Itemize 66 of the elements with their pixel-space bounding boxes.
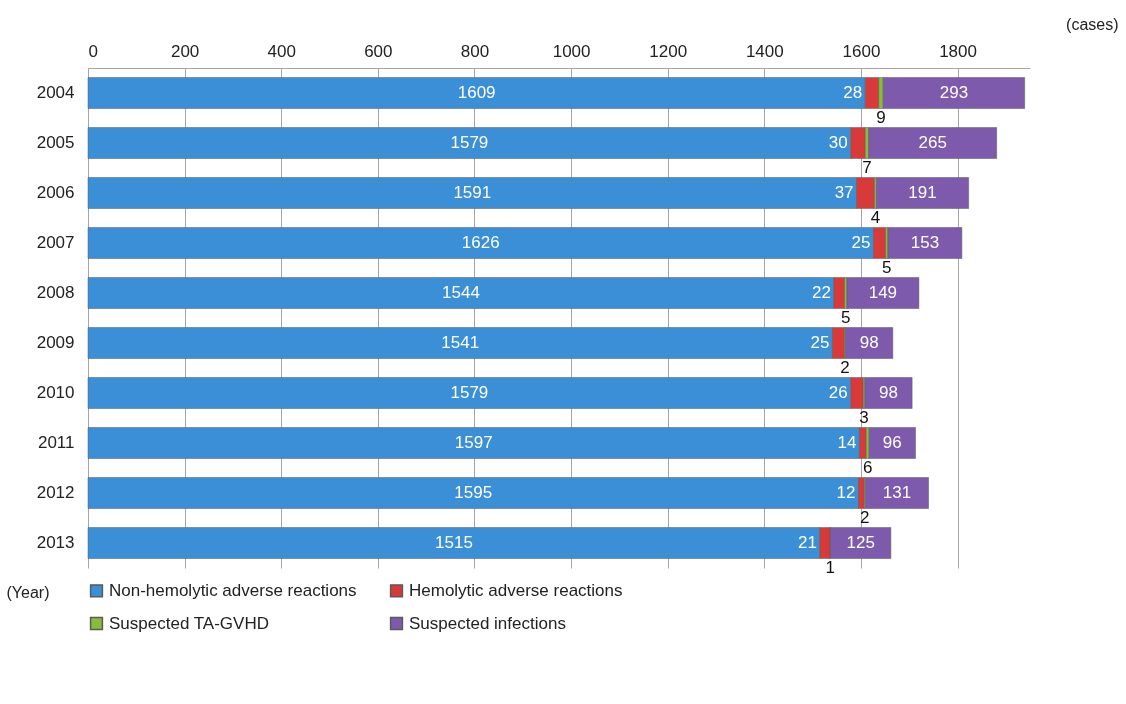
x-tick-label: 600 — [364, 41, 393, 61]
data-label: 153 — [910, 233, 940, 252]
x-tick-label: 200 — [170, 41, 200, 61]
data-label: 1515 — [435, 533, 473, 552]
data-label: 1595 — [454, 483, 493, 502]
legend-label: Suspected infections — [409, 613, 566, 633]
x-tick-label: 1000 — [552, 41, 591, 61]
data-label: 98 — [859, 333, 879, 352]
data-label: 14 — [837, 433, 857, 452]
x-tick-label: 400 — [267, 41, 296, 61]
data-label: 265 — [918, 133, 947, 152]
data-label: 125 — [846, 533, 875, 552]
data-label: 1626 — [461, 233, 500, 252]
x-tick-label: 800 — [460, 41, 490, 61]
y-axis-title: (Year) — [6, 583, 50, 601]
y-tick-label: 2004 — [36, 83, 75, 102]
data-label: 149 — [868, 283, 898, 302]
data-label: 5 — [882, 258, 892, 277]
x-axis-title: (cases) — [1066, 15, 1119, 33]
data-label: 1579 — [450, 133, 489, 152]
data-label: 1591 — [453, 183, 492, 202]
data-label: 7 — [862, 158, 872, 177]
y-tick-label: 2013 — [36, 533, 75, 552]
y-tick-label: 2008 — [36, 283, 75, 302]
data-label: 1597 — [454, 433, 493, 452]
x-tick-label: 0 — [88, 41, 98, 61]
data-label: 9 — [876, 108, 886, 127]
y-tick-label: 2010 — [36, 383, 75, 402]
data-label: 4 — [870, 208, 881, 227]
data-label: 37 — [834, 183, 854, 202]
data-label: 293 — [939, 83, 969, 102]
data-label: 25 — [810, 333, 830, 352]
legend-label: Hemolytic adverse reactions — [409, 580, 623, 600]
y-tick-label: 2005 — [36, 133, 75, 152]
y-tick-label: 2009 — [36, 333, 75, 352]
data-label: 98 — [879, 383, 898, 402]
data-label: 6 — [862, 458, 873, 477]
y-tick-label: 2007 — [36, 233, 75, 252]
y-tick-label: 2006 — [36, 183, 75, 202]
data-label: 21 — [797, 533, 817, 552]
data-label: 5 — [840, 308, 851, 327]
y-tick-label: 2012 — [36, 483, 75, 502]
data-label: 26 — [828, 383, 848, 402]
x-tick-label: 1600 — [842, 41, 881, 61]
x-tick-label: 1400 — [745, 41, 784, 61]
legend-label: Non-hemolytic adverse reactions — [109, 580, 357, 600]
data-label: 22 — [811, 283, 831, 302]
data-label: 2 — [840, 358, 850, 377]
y-tick-label: 2011 — [37, 433, 75, 452]
data-label: 1609 — [457, 83, 496, 102]
data-label: 28 — [843, 83, 863, 102]
legend-label: Suspected TA-GVHD — [109, 613, 269, 633]
data-label: 3 — [859, 408, 869, 427]
data-label: 1 — [825, 558, 835, 577]
data-label: 1544 — [442, 283, 480, 302]
data-label: 25 — [851, 233, 871, 252]
data-label: 1541 — [441, 333, 480, 352]
data-label: 2 — [860, 508, 870, 527]
data-label: 30 — [828, 133, 848, 152]
data-label: 191 — [908, 183, 937, 202]
data-label: 131 — [882, 483, 912, 502]
x-tick-label: 1200 — [649, 41, 688, 61]
data-label: 1579 — [450, 383, 489, 402]
data-label: 12 — [836, 483, 856, 502]
data-label: 96 — [882, 433, 902, 452]
x-tick-label: 1800 — [939, 41, 977, 61]
